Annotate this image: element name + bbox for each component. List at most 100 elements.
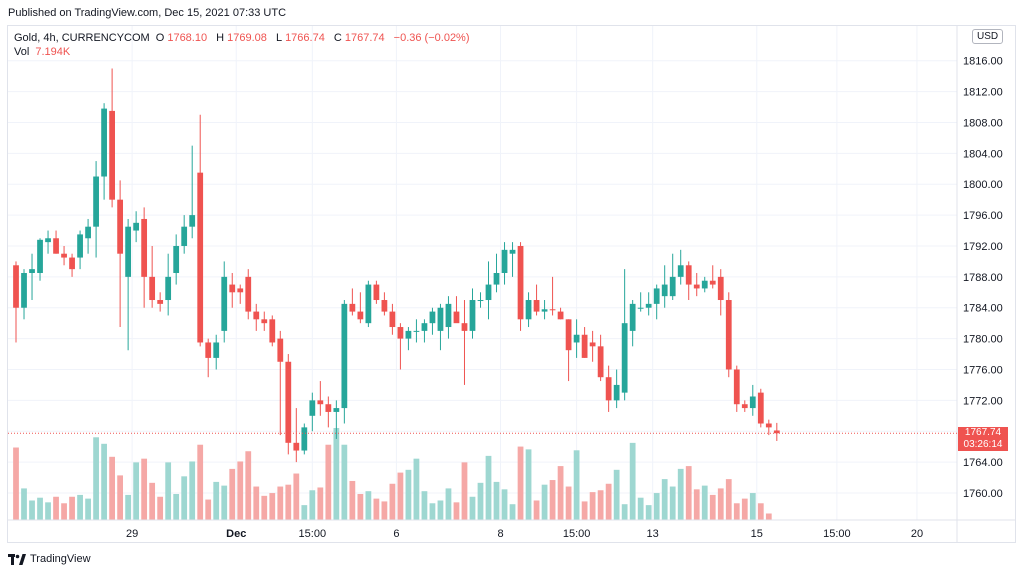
candle-body xyxy=(389,311,396,328)
low-label: L xyxy=(275,32,283,44)
candle-body xyxy=(13,265,19,308)
volume-bar xyxy=(133,462,140,520)
candle-body xyxy=(573,334,580,343)
candle-body xyxy=(29,269,35,273)
candle-body xyxy=(685,265,692,285)
candle-body xyxy=(733,369,740,405)
open-value: 1768.10 xyxy=(167,32,208,44)
candle-body xyxy=(157,300,164,304)
volume-bar xyxy=(701,485,708,520)
candle-body xyxy=(109,110,115,200)
candle-body xyxy=(253,311,260,320)
x-tick-label: 13 xyxy=(647,528,659,540)
candle-body xyxy=(237,288,244,293)
volume-bar xyxy=(669,486,676,520)
volume-bar xyxy=(293,473,300,520)
candle-body xyxy=(357,311,364,320)
volume-bar xyxy=(405,469,412,520)
volume-bar xyxy=(229,468,236,520)
volume-bar xyxy=(421,491,428,520)
volume-bar xyxy=(469,496,476,520)
candle-body xyxy=(589,342,596,347)
volume-bar xyxy=(341,444,348,520)
volume-bar xyxy=(477,482,484,520)
volume-bar xyxy=(757,503,764,520)
high-label: H xyxy=(216,32,225,44)
y-tick-label: 1792.00 xyxy=(963,241,1003,253)
candle-body xyxy=(269,319,276,343)
y-tick-label: 1812.00 xyxy=(963,87,1003,99)
y-tick-label: 1780.00 xyxy=(963,334,1003,346)
volume-bars xyxy=(13,428,772,520)
candle-body xyxy=(765,423,772,428)
published-caption: Published on TradingView.com, Dec 15, 20… xyxy=(8,7,287,19)
volume-bar xyxy=(37,497,43,520)
volume-bar xyxy=(261,495,268,520)
candle-body xyxy=(77,234,83,258)
volume-bar xyxy=(125,494,132,520)
candle-body xyxy=(437,307,444,331)
candle-body xyxy=(349,303,356,312)
candle-body xyxy=(165,276,172,301)
y-tick-label: 1800.00 xyxy=(963,179,1003,191)
candle-body xyxy=(21,273,27,308)
tradingview-brand[interactable]: TradingView xyxy=(8,553,91,565)
volume-bar xyxy=(645,505,652,520)
currency-button[interactable]: USD xyxy=(972,29,1004,44)
candle-body xyxy=(501,249,508,273)
volume-bar xyxy=(141,458,148,520)
last-price-badge: 1767.74 03:26:14 xyxy=(958,427,1008,451)
volume-bar xyxy=(429,503,436,520)
candle-body xyxy=(429,311,436,324)
candle-body xyxy=(477,300,484,302)
candle-body xyxy=(701,280,708,289)
symbol-label[interactable]: Gold, 4h, CURRENCYCOM xyxy=(14,32,150,44)
volume-bar xyxy=(373,498,380,520)
price-candles xyxy=(13,68,780,463)
volume-bar xyxy=(493,481,500,520)
candle-body xyxy=(621,323,628,393)
candle-body xyxy=(317,400,324,405)
candle-body xyxy=(757,392,764,424)
last-price-value: 1767.74 xyxy=(964,427,1002,438)
candle-body xyxy=(541,309,548,312)
candle-body xyxy=(597,346,604,378)
volume-bar xyxy=(653,493,660,520)
bar-countdown: 03:26:14 xyxy=(963,439,1003,450)
high-value: 1769.08 xyxy=(227,32,267,44)
candle-body xyxy=(725,300,732,370)
volume-label: Vol xyxy=(14,46,30,58)
candle-body xyxy=(69,257,75,270)
candle-body xyxy=(205,342,212,358)
y-tick-label: 1796.00 xyxy=(963,210,1003,222)
candle-body xyxy=(221,276,228,331)
volume-row: Vol 7.194K xyxy=(14,45,473,59)
y-tick-label: 1764.00 xyxy=(963,457,1003,469)
candle-body xyxy=(469,300,476,331)
x-tick-label: Dec xyxy=(226,528,246,540)
change-value: −0.36 (−0.02%) xyxy=(393,32,470,44)
volume-bar xyxy=(517,446,524,520)
candle-body xyxy=(677,265,684,277)
volume-bar xyxy=(749,493,756,520)
volume-bar xyxy=(349,480,356,520)
candle-body xyxy=(325,404,332,412)
volume-bar xyxy=(29,500,35,520)
candle-body xyxy=(309,400,316,416)
volume-bar xyxy=(485,455,492,520)
candle-body xyxy=(141,218,148,277)
volume-bar xyxy=(93,437,99,520)
candle-body xyxy=(693,284,700,289)
volume-bar xyxy=(117,475,124,520)
tradingview-logo-icon xyxy=(8,553,26,565)
close-value: 1767.74 xyxy=(344,32,385,44)
volume-bar xyxy=(21,488,27,520)
volume-bar xyxy=(741,498,748,520)
volume-bar xyxy=(357,493,364,520)
volume-bar xyxy=(269,493,276,520)
candle-body xyxy=(101,108,107,177)
volume-bar xyxy=(157,496,164,520)
volume-bar xyxy=(245,451,252,520)
candle-body xyxy=(517,245,524,320)
